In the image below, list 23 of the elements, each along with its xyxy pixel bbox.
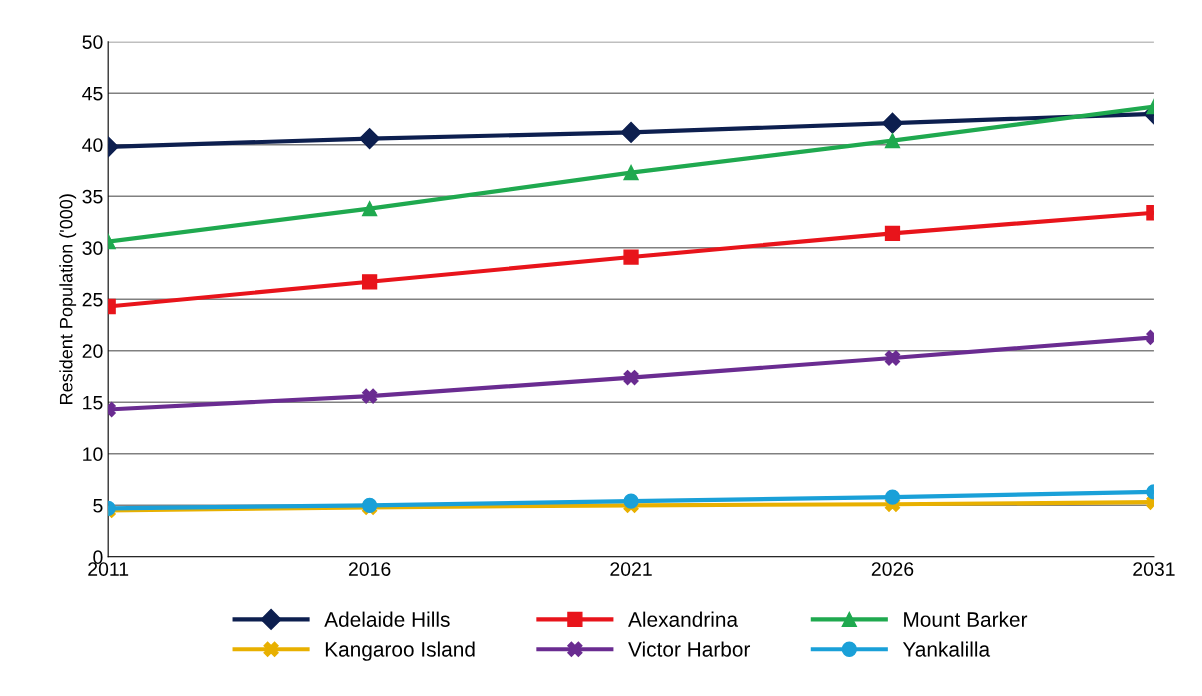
x-tick-label: 2016: [348, 562, 391, 576]
x-tick-label: 2031: [1133, 562, 1175, 576]
y-tick-label: 10: [83, 447, 103, 462]
y-tick-label: 5: [93, 498, 103, 513]
y-tick-label: 0: [93, 550, 103, 565]
y-tick-label: 45: [82, 86, 103, 101]
y-tick-label: 30: [82, 241, 103, 256]
y-tick-label: 50: [82, 35, 103, 49]
x-tick-label: 2021: [610, 562, 652, 576]
y-tick-label: 40: [82, 138, 103, 152]
y-tick-label: 35: [82, 189, 103, 204]
y-tick-label: 25: [82, 292, 103, 307]
x-tick-label: 2011: [88, 562, 129, 576]
y-axis-title: Resident Population ('000): [59, 194, 77, 404]
legend-label: Victor Harbor: [628, 641, 751, 657]
legend-label: Yankalilla: [902, 641, 991, 657]
legend-label: Alexandrina: [628, 611, 739, 627]
legend-label: Adelaide Hills: [324, 611, 450, 627]
y-tick-label: 20: [82, 344, 103, 359]
x-tick-label: 2026: [871, 562, 914, 576]
legend-label: Mount Barker: [904, 611, 1028, 627]
y-tick-label: 15: [83, 395, 103, 410]
legend-label: Kangaroo Island: [325, 641, 475, 661]
